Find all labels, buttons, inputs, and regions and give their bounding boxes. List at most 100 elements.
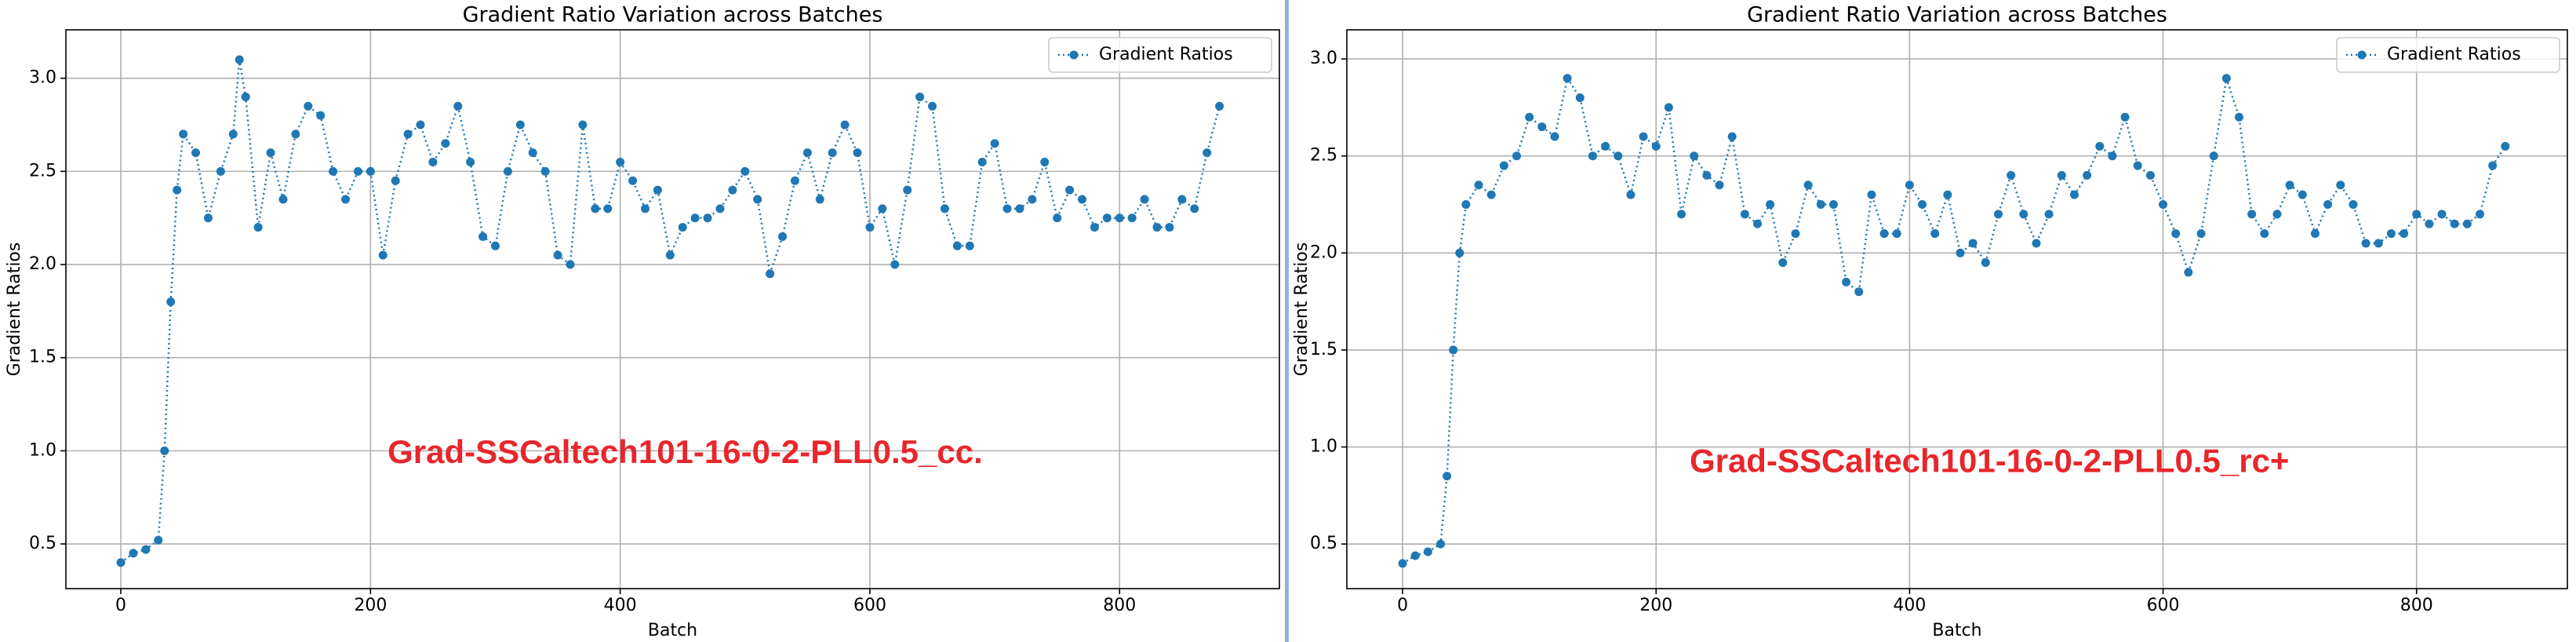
data-point bbox=[603, 204, 613, 213]
data-point bbox=[1550, 132, 1559, 141]
data-point bbox=[154, 535, 163, 545]
data-point bbox=[1115, 213, 1124, 223]
annotation: Grad-SSCaltech101-16-0-2-PLL0.5_rc+ bbox=[1690, 443, 2290, 480]
data-point bbox=[2057, 170, 2066, 180]
y-tick-label: 1.0 bbox=[29, 440, 56, 460]
data-point bbox=[1398, 559, 1407, 568]
data-point bbox=[1102, 213, 1112, 223]
data-point bbox=[253, 223, 263, 232]
data-point bbox=[1639, 132, 1648, 141]
data-point bbox=[266, 148, 275, 158]
chart-title: Gradient Ratio Variation across Batches bbox=[1747, 3, 2167, 27]
data-point bbox=[1002, 204, 1012, 213]
data-point bbox=[690, 213, 700, 223]
data-point bbox=[1512, 151, 1522, 161]
data-point bbox=[2260, 229, 2269, 239]
data-point bbox=[278, 195, 288, 204]
data-point bbox=[235, 55, 244, 64]
data-point bbox=[665, 250, 675, 260]
data-point bbox=[740, 166, 750, 176]
data-point bbox=[1215, 101, 1224, 111]
data-point bbox=[403, 129, 413, 139]
data-point bbox=[1474, 181, 1483, 190]
data-point bbox=[2336, 181, 2345, 190]
data-point bbox=[1968, 239, 1977, 248]
data-point bbox=[528, 148, 537, 158]
data-point bbox=[441, 139, 450, 148]
data-point bbox=[2108, 151, 2117, 161]
data-point bbox=[778, 232, 788, 241]
y-tick-label: 2.5 bbox=[1310, 146, 1337, 166]
data-point bbox=[1152, 223, 1162, 232]
data-point bbox=[2209, 151, 2218, 161]
data-point bbox=[2159, 200, 2168, 209]
y-tick-label: 3.0 bbox=[29, 68, 56, 88]
data-point bbox=[653, 185, 662, 195]
data-point bbox=[1499, 161, 1508, 170]
y-axis-label: Gradient Ratios bbox=[5, 243, 24, 377]
data-point bbox=[1443, 472, 1452, 481]
data-point bbox=[715, 204, 725, 213]
data-point bbox=[1879, 229, 1889, 239]
data-point bbox=[2133, 161, 2142, 170]
data-point bbox=[1127, 213, 1137, 223]
data-point bbox=[753, 195, 762, 204]
data-point bbox=[2145, 170, 2155, 180]
data-point bbox=[304, 101, 313, 111]
data-point bbox=[1828, 200, 1838, 209]
chart: Gradient Ratio Variation across Batches B… bbox=[5, 3, 1280, 640]
data-point bbox=[1651, 141, 1661, 151]
data-point bbox=[1690, 151, 1699, 161]
data-point bbox=[173, 185, 182, 195]
data-point bbox=[2349, 200, 2358, 209]
data-point bbox=[977, 158, 987, 167]
data-point bbox=[1410, 551, 1420, 560]
data-point bbox=[2285, 181, 2294, 190]
data-point bbox=[578, 120, 588, 129]
data-point bbox=[1588, 151, 1597, 161]
x-tick-label: 200 bbox=[354, 596, 387, 615]
data-point bbox=[503, 166, 512, 176]
data-point bbox=[179, 129, 188, 139]
x-tick-label: 0 bbox=[115, 596, 126, 615]
data-point bbox=[366, 166, 375, 176]
data-point bbox=[1040, 158, 1050, 167]
data-point bbox=[903, 185, 912, 195]
data-point bbox=[1165, 223, 1174, 232]
data-point bbox=[2069, 190, 2079, 199]
data-point bbox=[2044, 210, 2054, 219]
data-point bbox=[766, 269, 775, 279]
data-point bbox=[466, 158, 475, 167]
data-point bbox=[341, 195, 351, 204]
annotation: Grad-SSCaltech101-16-0-2-PLL0.5_cc. bbox=[387, 433, 983, 470]
x-tick-label: 400 bbox=[604, 596, 637, 615]
data-point bbox=[965, 241, 974, 250]
plot-frame bbox=[65, 29, 1280, 589]
x-tick-label: 0 bbox=[1397, 596, 1408, 615]
data-point bbox=[1740, 210, 1749, 219]
y-axis-label: Gradient Ratios bbox=[1292, 243, 1312, 377]
y-tick-label: 1.5 bbox=[29, 348, 56, 367]
y-tick-label: 2.5 bbox=[29, 161, 56, 181]
data-point bbox=[1930, 229, 1940, 239]
y-tick-label: 0.5 bbox=[1310, 534, 1337, 553]
legend-marker bbox=[1069, 50, 1079, 60]
data-point bbox=[141, 545, 151, 554]
data-point bbox=[1943, 190, 1952, 199]
data-point bbox=[515, 120, 525, 129]
data-point bbox=[329, 166, 338, 176]
data-point bbox=[815, 195, 824, 204]
data-point bbox=[703, 213, 712, 223]
x-tick-label: 600 bbox=[853, 596, 886, 615]
data-point bbox=[678, 223, 687, 232]
x-tick-label: 600 bbox=[2147, 596, 2180, 615]
data-point bbox=[1140, 195, 1149, 204]
chart-title: Gradient Ratio Variation across Batches bbox=[463, 3, 883, 27]
data-point bbox=[2247, 210, 2257, 219]
data-point bbox=[1715, 181, 1724, 190]
legend-label: Gradient Ratios bbox=[1099, 45, 1233, 64]
data-point bbox=[116, 558, 126, 567]
data-point bbox=[1702, 170, 1712, 180]
